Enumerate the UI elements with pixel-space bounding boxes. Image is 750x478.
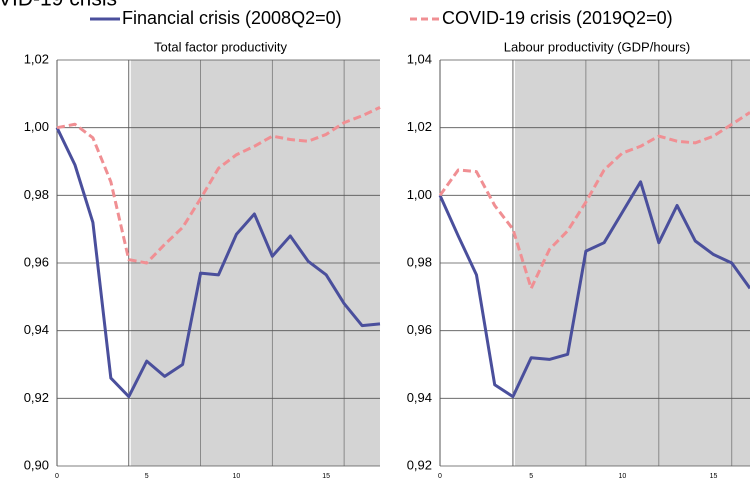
series-line <box>55 127 381 399</box>
y-tick-label: 1,00 <box>407 187 432 202</box>
y-tick-label: 0,96 <box>407 322 432 337</box>
x-tick-label: 0 <box>55 473 59 478</box>
panel-title: Total factor productivity <box>154 39 287 54</box>
x-tick-label: 10 <box>233 473 241 478</box>
y-tick-label: 0,96 <box>24 254 49 269</box>
x-tick-label: 15 <box>322 473 330 478</box>
page-title: VID-19 crisis <box>0 0 117 11</box>
y-tick-label: 0,98 <box>407 254 432 269</box>
y-tick-label: 1,02 <box>24 51 49 66</box>
y-tick-label: 1,00 <box>24 119 49 134</box>
series-line <box>56 106 381 265</box>
series-line <box>438 180 750 399</box>
y-tick-label: 0,92 <box>24 390 49 405</box>
y-tick-label: 1,04 <box>407 51 432 66</box>
x-tick-label: 10 <box>618 473 626 478</box>
y-tick-label: 0,98 <box>24 187 49 202</box>
legend-label: COVID-19 crisis (2019Q2=0) <box>442 8 673 28</box>
x-tick-label: 5 <box>529 473 533 478</box>
x-tick-label: 0 <box>438 473 442 478</box>
x-tick-label: 5 <box>145 473 149 478</box>
panel-title: Labour productivity (GDP/hours) <box>504 39 690 54</box>
y-tick-label: 0,94 <box>407 390 432 405</box>
series-line <box>438 111 750 290</box>
y-tick-label: 1,02 <box>407 119 432 134</box>
y-tick-label: 0,90 <box>24 457 49 472</box>
x-tick-label: 15 <box>710 473 718 478</box>
y-tick-label: 0,92 <box>407 457 432 472</box>
y-tick-label: 0,94 <box>24 322 49 337</box>
legend-label: Financial crisis (2008Q2=0) <box>122 8 342 28</box>
